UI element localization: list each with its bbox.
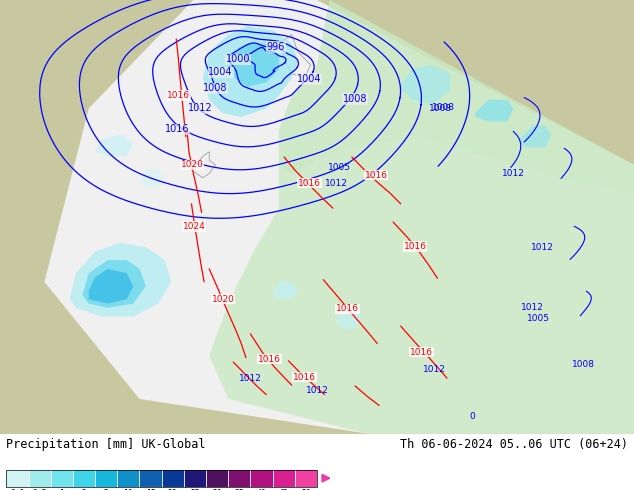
Text: 20: 20 <box>168 489 178 490</box>
Text: 1008: 1008 <box>572 360 595 369</box>
Text: 1: 1 <box>60 489 64 490</box>
Text: 1020: 1020 <box>181 160 204 169</box>
Bar <box>73 470 95 487</box>
Bar <box>95 470 117 487</box>
Text: 1008: 1008 <box>343 94 367 104</box>
Text: 1012: 1012 <box>188 103 212 113</box>
Polygon shape <box>82 260 146 308</box>
Text: 15: 15 <box>146 489 155 490</box>
Text: 50: 50 <box>301 489 311 490</box>
Text: 1012: 1012 <box>521 303 544 313</box>
Polygon shape <box>95 134 133 156</box>
Polygon shape <box>44 0 634 434</box>
Text: 1016: 1016 <box>298 178 321 188</box>
Bar <box>184 470 206 487</box>
Polygon shape <box>336 308 361 330</box>
Text: 25: 25 <box>190 489 200 490</box>
Text: 1004: 1004 <box>209 68 233 77</box>
Text: 1012: 1012 <box>325 179 347 188</box>
Polygon shape <box>70 243 171 317</box>
Polygon shape <box>203 26 298 117</box>
Text: 996: 996 <box>267 42 285 52</box>
Text: 1000: 1000 <box>226 54 250 64</box>
Bar <box>206 470 228 487</box>
Text: 1016: 1016 <box>404 242 427 251</box>
Text: 1016: 1016 <box>410 347 433 357</box>
Text: 1016: 1016 <box>258 355 281 364</box>
Text: 1016: 1016 <box>293 373 316 382</box>
Text: 1012: 1012 <box>531 243 553 252</box>
Polygon shape <box>228 44 279 87</box>
Polygon shape <box>273 282 298 299</box>
Bar <box>117 470 139 487</box>
Polygon shape <box>89 269 133 304</box>
Text: 40: 40 <box>257 489 266 490</box>
Polygon shape <box>279 0 634 195</box>
Text: 10: 10 <box>124 489 133 490</box>
Text: 1008: 1008 <box>432 103 455 112</box>
Bar <box>139 470 162 487</box>
Text: 0.1: 0.1 <box>10 489 25 490</box>
Bar <box>250 470 273 487</box>
Bar <box>6 470 29 487</box>
Text: 35: 35 <box>235 489 244 490</box>
Text: 1016: 1016 <box>336 304 359 313</box>
Text: 45: 45 <box>279 489 288 490</box>
Text: 1016: 1016 <box>365 171 387 180</box>
Bar <box>228 470 250 487</box>
Text: Th 06-06-2024 05..06 UTC (06+24): Th 06-06-2024 05..06 UTC (06+24) <box>399 438 628 451</box>
Text: 1005: 1005 <box>328 163 351 172</box>
Polygon shape <box>476 100 514 122</box>
Polygon shape <box>209 139 634 434</box>
Polygon shape <box>399 65 450 104</box>
Bar <box>295 470 317 487</box>
Text: 1004: 1004 <box>297 74 321 84</box>
Bar <box>273 470 295 487</box>
Text: 30: 30 <box>212 489 222 490</box>
Text: 1016: 1016 <box>167 91 190 100</box>
Text: 2: 2 <box>82 489 86 490</box>
Polygon shape <box>139 169 165 187</box>
Text: 1024: 1024 <box>183 222 205 231</box>
Text: 1005: 1005 <box>527 314 550 323</box>
Bar <box>6 470 317 487</box>
Text: 5: 5 <box>104 489 108 490</box>
Text: Precipitation [mm] UK-Global: Precipitation [mm] UK-Global <box>6 438 206 451</box>
Text: 1008: 1008 <box>204 83 228 94</box>
Bar <box>29 470 51 487</box>
Text: 1012: 1012 <box>502 169 525 178</box>
Text: 0: 0 <box>469 412 476 421</box>
Text: 1008: 1008 <box>429 104 452 113</box>
Bar <box>51 470 73 487</box>
Bar <box>162 470 184 487</box>
Text: 1020: 1020 <box>212 294 235 304</box>
Text: 1016: 1016 <box>165 124 190 134</box>
Text: 1012: 1012 <box>306 386 328 395</box>
Text: 0.5: 0.5 <box>32 489 47 490</box>
Text: 1012: 1012 <box>423 365 446 374</box>
Text: 1012: 1012 <box>239 374 262 383</box>
Polygon shape <box>520 126 552 147</box>
